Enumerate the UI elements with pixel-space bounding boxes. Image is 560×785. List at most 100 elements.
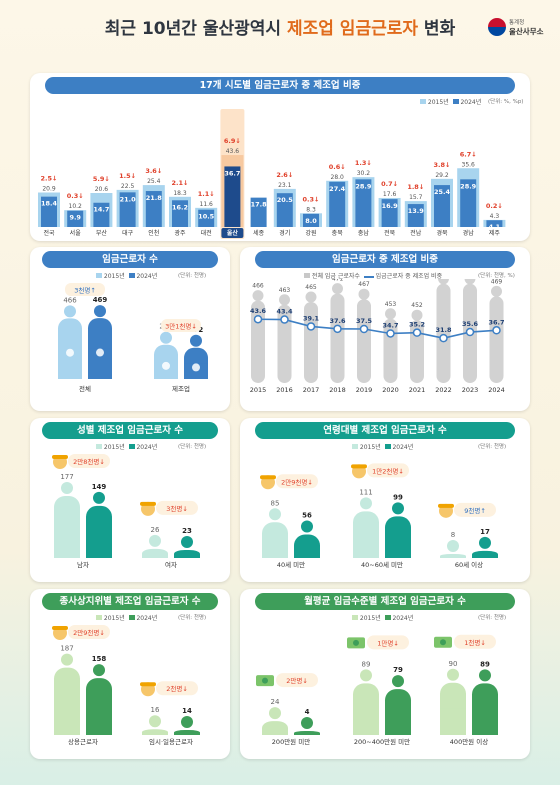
value-label: 79 xyxy=(393,666,403,674)
label-2024: 4.1 xyxy=(489,223,501,231)
line-point xyxy=(306,322,316,331)
label-2024: 16.9 xyxy=(382,202,399,210)
panel-status: 종사상지위별 제조업 임금근로자 수 2015년 2024년 (단위: 천명) … xyxy=(30,589,230,759)
label-2024: 9.9 xyxy=(69,214,81,222)
value-label: 466 xyxy=(252,283,264,290)
chart-legend: 2015년 2024년 xyxy=(96,271,157,280)
person-head xyxy=(269,508,281,521)
value-label: 23 xyxy=(182,527,192,535)
line-value-label: 35.6 xyxy=(462,320,479,328)
label-2024: 25.4 xyxy=(434,188,451,196)
briefcase-icon xyxy=(96,348,104,357)
bar-total-workers xyxy=(357,299,371,383)
person-head xyxy=(332,283,343,295)
bar-2024 xyxy=(460,179,477,227)
panel-title: 17개 시도별 임금근로자 중 제조업 비중 xyxy=(45,77,515,94)
line-point xyxy=(492,326,501,335)
category-label: 400만원 이상 xyxy=(450,737,488,746)
change-label: 0.7↓ xyxy=(381,180,398,188)
helmet-icon xyxy=(52,626,68,630)
category-label: 부산 xyxy=(96,229,108,237)
line-point xyxy=(253,314,263,324)
category-label: 상용근로자 xyxy=(68,737,98,746)
person-head xyxy=(385,308,396,320)
bar-2024 xyxy=(224,166,241,227)
person-head xyxy=(181,535,193,548)
panel-title: 종사상지위별 제조업 임금근로자 수 xyxy=(42,593,218,610)
chart-unit: (단위: 천명) xyxy=(178,444,207,450)
label-2024: 14.7 xyxy=(93,206,109,214)
label-2024: 21.0 xyxy=(120,195,137,203)
label-2024: 28.9 xyxy=(355,182,372,190)
gear-icon xyxy=(162,361,170,370)
bar-total-workers xyxy=(304,302,318,383)
change-label: 5.9↓ xyxy=(93,175,110,183)
person-head xyxy=(149,534,161,547)
x-tick-label: 2015 xyxy=(250,386,267,394)
label-2024: 18.4 xyxy=(41,200,58,208)
x-tick-label: 2019 xyxy=(356,386,373,394)
label-2024: 10.5 xyxy=(198,213,215,221)
person-head xyxy=(479,669,491,682)
category-label: 남자 xyxy=(77,560,89,569)
coin-icon xyxy=(262,677,268,684)
change-label: 0.3↓ xyxy=(67,192,84,200)
line-point xyxy=(412,328,422,337)
line-point xyxy=(333,324,342,334)
person-head xyxy=(479,536,491,549)
value-label: 4 xyxy=(305,708,310,716)
category-label: 충북 xyxy=(332,229,344,237)
coin-icon xyxy=(353,639,359,646)
label-2024: 16.2 xyxy=(172,203,188,211)
change-badge-text: 1천명↓ xyxy=(464,638,486,647)
category-label: 경기 xyxy=(279,229,290,237)
person-head xyxy=(94,305,106,318)
change-badge xyxy=(454,634,496,649)
chart-unit: (단위: 천명) xyxy=(478,444,507,450)
value-label: 85 xyxy=(271,499,280,507)
line-point xyxy=(386,329,395,338)
person-head xyxy=(64,305,76,318)
label-2024: 27.4 xyxy=(329,185,346,193)
x-tick-label: 2023 xyxy=(462,386,479,394)
value-label: 111 xyxy=(359,488,372,496)
change-label: 0.6↓ xyxy=(329,163,346,171)
category-label: 제조업 xyxy=(172,385,190,393)
bar-total-workers xyxy=(436,283,451,383)
label-2024: 17.8 xyxy=(251,201,268,209)
bar-base xyxy=(472,709,498,735)
value-label: 465 xyxy=(305,284,317,291)
bar-2024 xyxy=(355,179,372,227)
change-label: 1.5↓ xyxy=(119,172,136,180)
value-label: 453 xyxy=(385,301,397,308)
bar-base xyxy=(54,527,80,558)
panel-title: 임금근로자 중 제조업 비중 xyxy=(255,251,515,268)
person-head xyxy=(411,309,423,321)
change-badge-text: 1만2천명↓ xyxy=(372,466,404,475)
chart-legend: 2015년 2024년 xyxy=(352,613,413,622)
category-label: 충남 xyxy=(358,229,370,237)
change-badge-text: 2만9천명↓ xyxy=(73,628,105,637)
value-label: 90 xyxy=(449,660,458,668)
bar-2024 xyxy=(486,220,503,227)
org-line1: 통계청 xyxy=(509,20,525,26)
label-2015: 15.7 xyxy=(409,194,423,201)
change-badge xyxy=(68,454,110,468)
bar-base xyxy=(472,554,498,558)
person-head xyxy=(360,497,372,510)
label-2024: 21.8 xyxy=(146,194,163,202)
person-head xyxy=(93,664,105,677)
value-label: 16 xyxy=(151,706,160,714)
line-value-label: 34.7 xyxy=(382,321,398,329)
briefcase-icon xyxy=(66,348,74,357)
change-label: 1.8↓ xyxy=(407,183,424,191)
value-label: 467 xyxy=(358,281,370,288)
category-label: 경북 xyxy=(436,230,448,237)
bar-total-workers xyxy=(277,304,292,383)
category-label: 전북 xyxy=(384,229,396,237)
label-2015: 18.3 xyxy=(173,190,187,197)
value-label: 56 xyxy=(302,511,312,519)
change-badge-text: 2만명↓ xyxy=(286,676,308,685)
person-head xyxy=(358,288,370,300)
